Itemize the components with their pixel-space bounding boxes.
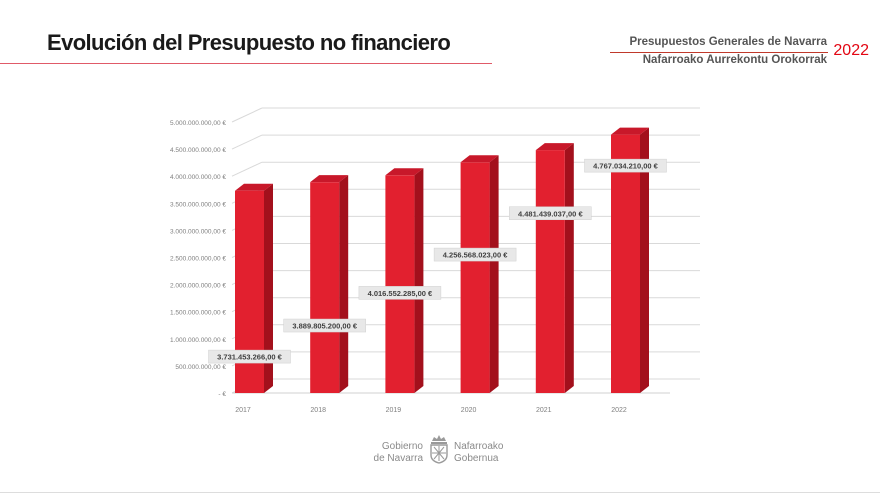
- bar-top: [310, 175, 349, 183]
- bar-side: [640, 127, 649, 394]
- y-tick-label: 2.000.000.000,00 €: [170, 283, 226, 290]
- data-label: 4.256.568.023,00 €: [443, 251, 508, 260]
- y-tick-label: 3.500.000.000,00 €: [170, 201, 226, 208]
- y-tick-label: 4.000.000.000,00 €: [170, 174, 226, 181]
- footer-left-line2: de Navarra: [373, 453, 423, 464]
- title-underline: [0, 63, 492, 64]
- bar-side: [489, 155, 499, 393]
- bar-side: [264, 183, 273, 393]
- x-tick-label: 2019: [386, 407, 402, 414]
- footer-left-line1: Gobierno: [381, 441, 423, 452]
- data-label-box: [283, 318, 366, 333]
- bottom-rule: [0, 492, 880, 493]
- x-tick-label: 2018: [310, 407, 326, 414]
- x-tick-label: 2017: [235, 407, 251, 414]
- bar-2018: [310, 175, 349, 393]
- bar-2019: [385, 168, 424, 393]
- data-label: 4.481.439.037,00 €: [518, 209, 583, 218]
- y-tick-label: 2.500.000.000,00 €: [170, 256, 226, 263]
- gridline-depth: [231, 134, 263, 150]
- x-tick-label: 2021: [536, 407, 552, 414]
- bar-2021: [535, 143, 574, 393]
- y-tick-label: 3.000.000.000,00 €: [170, 228, 226, 235]
- bar-top: [611, 127, 649, 135]
- bar-2022: [611, 127, 649, 394]
- bar-front: [385, 175, 415, 393]
- y-tick-label: 4.500.000.000,00 €: [170, 147, 226, 154]
- data-label: 3.889.805.200,00 €: [292, 322, 357, 331]
- data-label: 3.731.453.266,00 €: [217, 353, 282, 362]
- x-tick-label: 2020: [461, 407, 477, 414]
- bar-front: [310, 182, 340, 393]
- bar-side: [564, 143, 574, 393]
- footer-logo-text-eu: Nafarroako Gobernua: [454, 441, 503, 465]
- header-subtitle-eu: Nafarroako Aurrekontu Orokorrak: [642, 54, 827, 66]
- data-label: 4.767.034.210,00 €: [593, 162, 658, 171]
- gridline-depth: [231, 161, 263, 177]
- y-tick-label: 500.000.000,00 €: [175, 364, 226, 371]
- bar-top: [535, 143, 574, 151]
- bar-side: [339, 175, 349, 393]
- bar-top: [385, 168, 424, 176]
- data-label-box: [509, 206, 592, 221]
- data-label: 4.016.552.285,00 €: [368, 289, 433, 298]
- bar-side: [414, 168, 424, 393]
- data-label-box: [358, 286, 442, 300]
- bar-front: [611, 134, 640, 393]
- y-tick-label: - €: [218, 391, 226, 398]
- gridline-depth: [231, 107, 263, 123]
- bar-2020: [460, 155, 499, 393]
- bar-top: [460, 155, 499, 163]
- footer-right-line1: Nafarroako: [454, 441, 504, 452]
- header-year: 2022: [833, 42, 869, 59]
- bar-front: [535, 150, 565, 393]
- footer-logo: Gobierno de Navarra Nafarroako Gobernua: [360, 432, 540, 472]
- header-branding: Presupuestos Generales de Navarra Nafarr…: [600, 36, 880, 76]
- footer-right-line2: Gobernua: [454, 453, 499, 464]
- data-label-box: [208, 349, 291, 364]
- y-tick-label: 1.000.000.000,00 €: [170, 337, 226, 344]
- data-label-box: [433, 247, 517, 262]
- bar-front: [460, 162, 490, 393]
- page-title: Evolución del Presupuesto no financiero: [47, 30, 451, 55]
- x-tick-label: 2022: [611, 407, 627, 414]
- y-tick-label: 1.500.000.000,00 €: [170, 310, 226, 317]
- header-subtitle-es: Presupuestos Generales de Navarra: [629, 36, 827, 48]
- bar-top: [235, 183, 273, 191]
- y-tick-label: 5.000.000.000,00 €: [170, 120, 226, 127]
- footer-logo-text-es: Gobierno de Navarra: [374, 441, 423, 465]
- header-rule: [610, 52, 828, 53]
- data-label-box: [584, 158, 667, 173]
- navarra-coat-of-arms-icon: [430, 435, 448, 464]
